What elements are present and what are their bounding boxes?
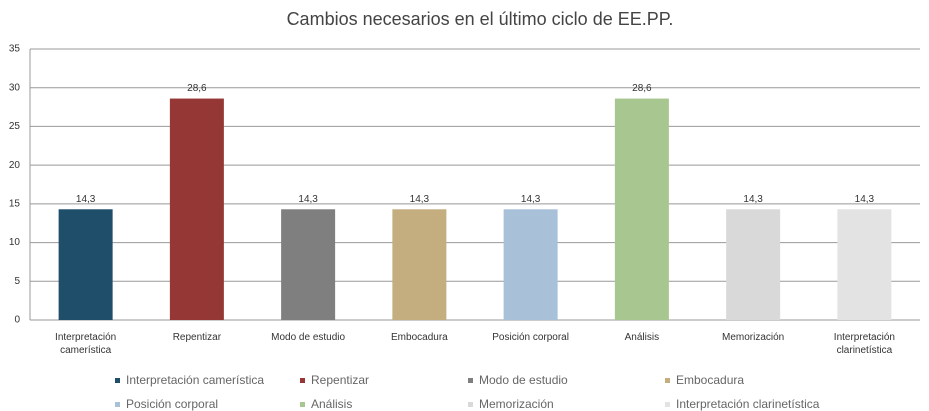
- chart-title: Cambios necesarios en el último ciclo de…: [287, 9, 674, 29]
- legend-label: Posición corporal: [126, 397, 219, 411]
- legend-marker: [665, 378, 670, 384]
- y-tick-label: 15: [9, 198, 21, 209]
- data-label: 14,3: [76, 194, 96, 205]
- legend-label: Análisis: [311, 397, 353, 411]
- legend-item: Embocadura: [665, 373, 744, 387]
- y-tick-label: 0: [14, 315, 20, 326]
- x-tick-label: Memorización: [722, 332, 785, 343]
- y-tick-label: 20: [9, 160, 21, 171]
- data-label: 28,6: [632, 83, 652, 94]
- legend-marker: [665, 402, 670, 408]
- legend-item: Análisis: [300, 397, 352, 411]
- y-tick-label: 25: [9, 121, 21, 132]
- legend-marker: [115, 378, 120, 384]
- bar: [726, 209, 781, 320]
- x-tick-label: Interpretación clarinetística: [833, 332, 895, 356]
- data-label: 14,3: [855, 194, 875, 205]
- data-label: 14,3: [743, 194, 763, 205]
- x-tick-label: Interpretación camerística: [55, 332, 117, 356]
- data-label: 14,3: [298, 194, 318, 205]
- legend-label: Memorización: [479, 397, 554, 411]
- legend-item: Modo de estudio: [468, 373, 568, 387]
- x-tick-label: Modo de estudio: [271, 332, 346, 343]
- bar: [614, 98, 669, 320]
- data-label: 14,3: [521, 194, 541, 205]
- bar: [281, 209, 336, 320]
- legend-marker: [115, 402, 120, 408]
- legend-item: Repentizar: [300, 373, 369, 387]
- y-tick-label: 10: [9, 237, 21, 248]
- legend-label: Interpretación clarinetística: [676, 397, 820, 411]
- legend-item: Memorización: [468, 397, 554, 411]
- legend-label: Interpretación camerística: [126, 373, 265, 387]
- legend-marker: [468, 402, 473, 408]
- x-tick-label: Embocadura: [391, 332, 448, 343]
- legend-label: Modo de estudio: [479, 373, 568, 387]
- y-tick-label: 35: [9, 44, 21, 55]
- legend-marker: [300, 402, 305, 408]
- bar: [503, 209, 558, 320]
- bar: [837, 209, 892, 320]
- x-tick-label: Repentizar: [172, 332, 222, 343]
- data-label: 14,3: [410, 194, 430, 205]
- legend-label: Embocadura: [676, 373, 745, 387]
- bar: [169, 98, 224, 320]
- y-tick-label: 30: [9, 82, 21, 93]
- legend-item: Posición corporal: [115, 397, 218, 411]
- bar: [392, 209, 447, 320]
- legend-marker: [300, 378, 305, 384]
- x-tick-label: Análisis: [624, 332, 660, 343]
- bar: [58, 209, 113, 320]
- legend-label: Repentizar: [311, 373, 370, 387]
- legend-item: Interpretación clarinetística: [665, 397, 819, 411]
- legend-marker: [468, 378, 473, 384]
- x-tick-label: Posición corporal: [492, 332, 569, 343]
- y-tick-label: 5: [14, 276, 20, 287]
- data-label: 28,6: [187, 83, 207, 94]
- legend-item: Interpretación camerística: [115, 373, 264, 387]
